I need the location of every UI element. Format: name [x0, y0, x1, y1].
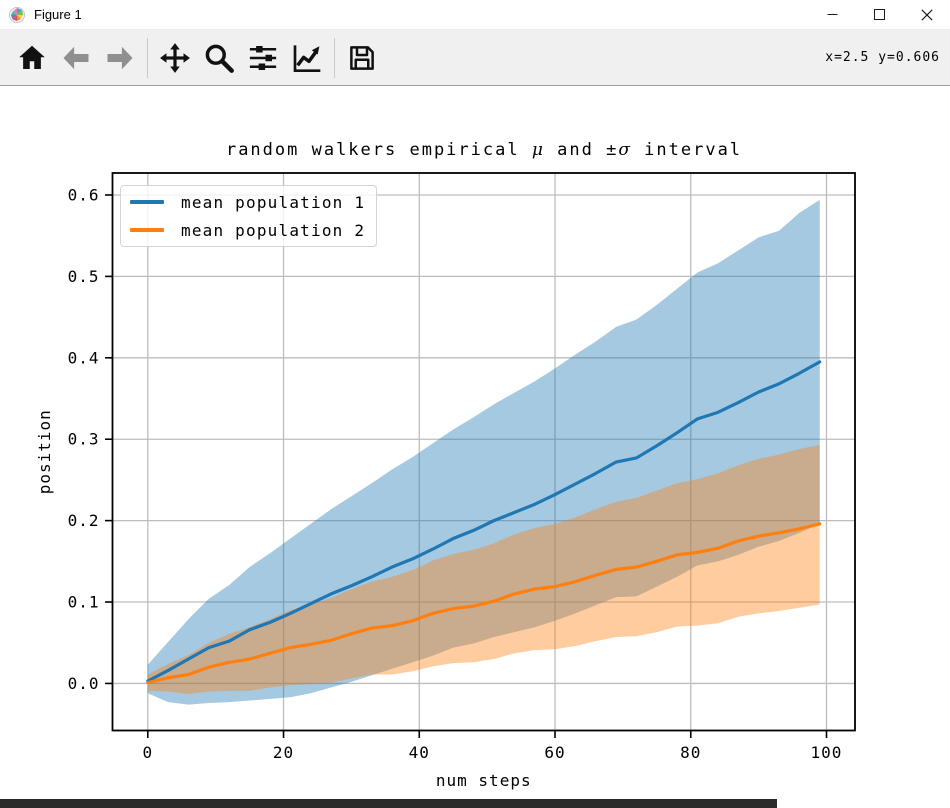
edit-parameters-button[interactable] — [285, 34, 329, 82]
save-button[interactable] — [340, 34, 384, 82]
sigma-band-population-1 — [147, 199, 820, 705]
maximize-icon — [874, 9, 885, 20]
navigation-toolbar: x=2.5 y=0.606 — [0, 30, 950, 86]
line-chart-icon — [293, 44, 321, 72]
y-tick-label: 0.0 — [68, 674, 100, 693]
floppy-disk-icon — [350, 45, 374, 70]
pan-icon — [160, 42, 190, 73]
window-title: Figure 1 — [34, 7, 82, 22]
forward-arrow-icon — [107, 46, 133, 69]
close-icon — [920, 8, 933, 21]
maximize-button[interactable] — [856, 0, 903, 29]
zoom-rect-button[interactable] — [197, 34, 241, 82]
toolbar-separator — [334, 37, 335, 78]
window-titlebar: Figure 1 — [0, 0, 950, 30]
x-tick-label: 20 — [273, 743, 294, 762]
y-tick-label: 0.1 — [68, 593, 100, 612]
legend-item-population-2: mean population 2 — [121, 220, 376, 240]
x-tick-label: 80 — [680, 743, 701, 762]
title-mid: and ± — [544, 140, 619, 160]
matplotlib-logo-icon — [9, 6, 25, 23]
title-sigma-symbol: σ — [618, 140, 632, 160]
legend-line-swatch-blue — [130, 200, 164, 204]
y-tick-label: 0.4 — [68, 348, 100, 367]
magnifier-icon — [205, 44, 234, 73]
minimize-icon — [827, 14, 838, 15]
configure-subplots-button[interactable] — [241, 34, 285, 82]
legend-line-swatch-orange — [130, 228, 164, 232]
forward-button[interactable] — [98, 34, 142, 82]
title-mu-symbol: μ — [531, 140, 545, 160]
legend-item-population-1: mean population 1 — [121, 192, 376, 212]
bottom-window-edge — [0, 799, 777, 808]
close-button[interactable] — [903, 0, 950, 29]
y-tick-label: 0.3 — [68, 430, 100, 449]
y-tick-label: 0.5 — [68, 267, 100, 286]
legend-label: mean population 1 — [181, 192, 366, 212]
home-button[interactable] — [10, 34, 54, 82]
pan-button[interactable] — [153, 34, 197, 82]
back-arrow-icon — [63, 46, 89, 69]
x-tick-label: 60 — [544, 743, 565, 762]
chart-title: random walkers empirical μ and ±σ interv… — [18, 140, 950, 160]
title-suffix: interval — [631, 140, 743, 160]
x-tick-label: 0 — [142, 743, 153, 762]
home-icon — [19, 45, 45, 69]
mean-line-population-2 — [146, 522, 822, 685]
sliders-icon — [249, 45, 277, 70]
figure-canvas[interactable]: 0 20 40 60 80 100 0.0 0.1 0.2 0.3 0.4 0.5 0.6 num ste… — [0, 86, 950, 808]
x-tick-label: 100 — [811, 743, 843, 762]
x-axis-label: num steps — [436, 771, 532, 790]
axes-spines — [111, 172, 856, 732]
toolbar-separator — [147, 37, 148, 78]
tick-marks — [105, 194, 828, 738]
y-tick-label: 0.2 — [68, 511, 100, 530]
cursor-coordinates-readout: x=2.5 y=0.606 — [825, 50, 940, 65]
legend-label: mean population 2 — [181, 220, 366, 240]
legend-box: mean population 1 mean population 2 — [120, 185, 377, 247]
sigma-band-population-2 — [147, 444, 820, 695]
caption-buttons — [809, 0, 950, 29]
title-prefix: random walkers empirical — [225, 140, 532, 160]
y-tick-label: 0.6 — [68, 185, 100, 204]
x-tick-label: 40 — [409, 743, 430, 762]
back-button[interactable] — [54, 34, 98, 82]
mean-line-population-1 — [146, 360, 822, 683]
y-axis-label: position — [35, 409, 54, 494]
minimize-button[interactable] — [809, 0, 856, 29]
